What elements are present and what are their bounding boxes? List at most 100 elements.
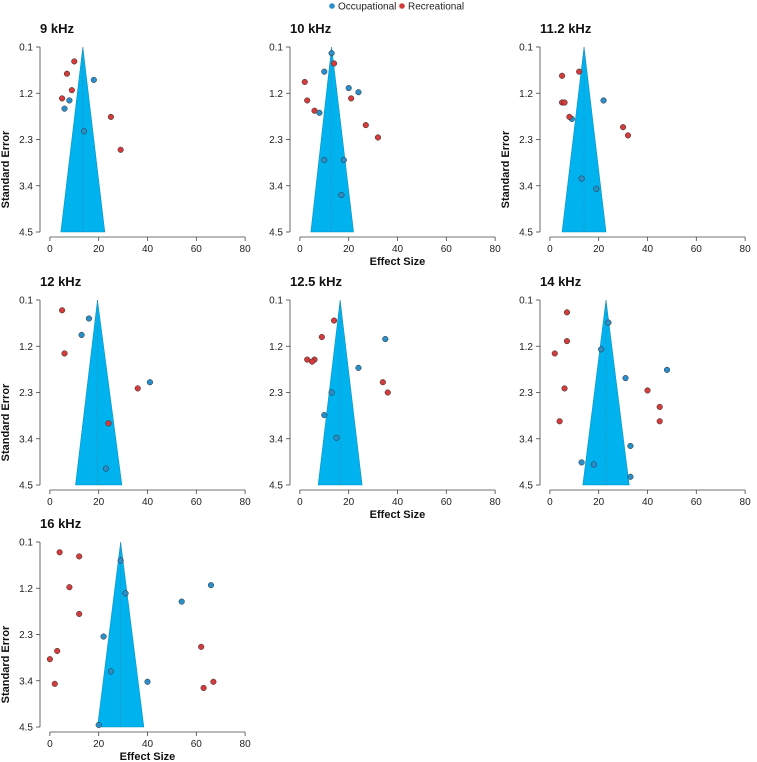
y-tick-label: 2.3 (519, 135, 533, 146)
occupational-point (605, 319, 612, 326)
funnel-triangle (561, 46, 607, 233)
occupational-point (321, 412, 328, 419)
x-axis-title: Effect Size (370, 256, 426, 268)
x-tick-label: 0 (547, 244, 553, 255)
occupational-point (178, 598, 185, 605)
occupational-point (146, 379, 153, 386)
panel-title: 12.5 kHz (290, 274, 343, 289)
occupational-point (627, 442, 634, 449)
y-tick-label: 2.3 (519, 388, 533, 399)
panel-title: 16 kHz (40, 516, 82, 531)
recreational-point (318, 333, 325, 341)
occupational-point (66, 97, 73, 104)
x-tick-label: 80 (240, 739, 252, 750)
occupational-point (144, 678, 151, 685)
recreational-point (644, 387, 651, 394)
y-tick-label: 1.2 (19, 584, 33, 595)
x-tick-label: 20 (343, 497, 355, 508)
recreational-point (46, 656, 53, 663)
panel-title: 11.2 kHz (540, 21, 592, 36)
recreational-point (68, 87, 75, 94)
recreational-point (59, 95, 66, 102)
x-tick-label: 20 (93, 739, 105, 750)
occupational-point (598, 346, 605, 353)
occupational-point (590, 461, 597, 468)
x-tick-label: 40 (142, 739, 154, 750)
y-tick-label: 1.2 (19, 342, 33, 353)
x-tick-label: 60 (191, 244, 203, 255)
y-axis-title: Standard Error (0, 130, 12, 208)
panel-title: 14 kHz (540, 274, 582, 289)
x-axis-title: Effect Size (370, 509, 426, 521)
recreational-point (117, 146, 124, 153)
recreational-point (200, 684, 207, 691)
x-tick-label: 0 (547, 497, 553, 508)
occupational-point (382, 336, 389, 343)
panel-title: 12 kHz (40, 274, 82, 289)
recreational-point (551, 350, 558, 357)
recreational-point (63, 70, 71, 77)
y-tick-label: 2.3 (19, 388, 33, 399)
x-tick-label: 20 (593, 244, 605, 255)
y-tick-label: 1.2 (519, 342, 533, 353)
x-tick-label: 60 (191, 739, 203, 750)
y-tick-label: 3.4 (269, 434, 283, 445)
recreational-point (348, 95, 355, 102)
recreational-point (107, 113, 114, 120)
occupational-point (355, 89, 362, 96)
y-tick-label: 4.5 (19, 228, 33, 239)
recreational-point (656, 403, 663, 410)
recreational-point (66, 584, 73, 591)
recreational-point (311, 107, 318, 114)
occupational-point (593, 185, 600, 192)
x-tick-label: 0 (47, 244, 53, 255)
x-tick-label: 40 (642, 244, 654, 255)
occupational-point (340, 157, 347, 164)
y-tick-label: 1.2 (19, 89, 33, 100)
occupational-point (622, 375, 629, 382)
y-tick-label: 3.4 (19, 434, 33, 445)
legend-label-occupational: Occupational (338, 2, 396, 13)
occupational-point (207, 582, 215, 589)
occupational-point (61, 105, 68, 112)
y-tick-label: 1.2 (269, 342, 283, 353)
y-tick-label: 3.4 (519, 181, 533, 192)
y-tick-label: 2.3 (19, 630, 33, 641)
x-tick-label: 0 (297, 244, 303, 255)
x-tick-label: 20 (593, 497, 605, 508)
x-tick-label: 80 (240, 244, 252, 255)
x-tick-label: 60 (191, 497, 203, 508)
occupational-point (80, 128, 88, 135)
y-tick-label: 4.5 (19, 481, 33, 492)
panel-title: 9 kHz (40, 21, 74, 36)
y-tick-label: 3.4 (19, 181, 33, 192)
y-tick-label: 4.5 (519, 481, 533, 492)
legend-marker-recreational (399, 3, 405, 9)
recreational-point (309, 358, 316, 365)
funnel-triangle (75, 299, 123, 486)
y-tick-label: 0.1 (19, 296, 33, 307)
occupational-point (102, 465, 110, 472)
panel-1: 10 kHz 0.1 1.2 2.3 3.4 4.5 0 20 40 60 80 Effect Siz… (269, 21, 501, 268)
recreational-point (563, 309, 571, 316)
recreational-point (620, 124, 627, 131)
recreational-point (561, 99, 568, 106)
recreational-point (54, 647, 61, 654)
x-axis-title: Effect Size (120, 751, 176, 762)
recreational-point (51, 680, 58, 687)
x-tick-label: 80 (490, 497, 502, 508)
y-axis-title: Standard Error (500, 130, 512, 208)
panel-3: 12 kHz 0.1 1.2 2.3 3.4 4.5 0 20 40 60 80 Standard E… (0, 274, 251, 508)
y-tick-label: 0.1 (19, 538, 33, 549)
y-axis-title: Standard Error (0, 383, 12, 461)
occupational-point (90, 76, 97, 83)
recreational-point (330, 60, 338, 67)
y-tick-label: 3.4 (519, 434, 533, 445)
recreational-point (56, 549, 63, 556)
occupational-point (107, 668, 114, 675)
y-tick-label: 0.1 (519, 43, 533, 54)
recreational-point (362, 122, 369, 129)
occupational-point (117, 557, 124, 564)
recreational-point (561, 385, 568, 392)
